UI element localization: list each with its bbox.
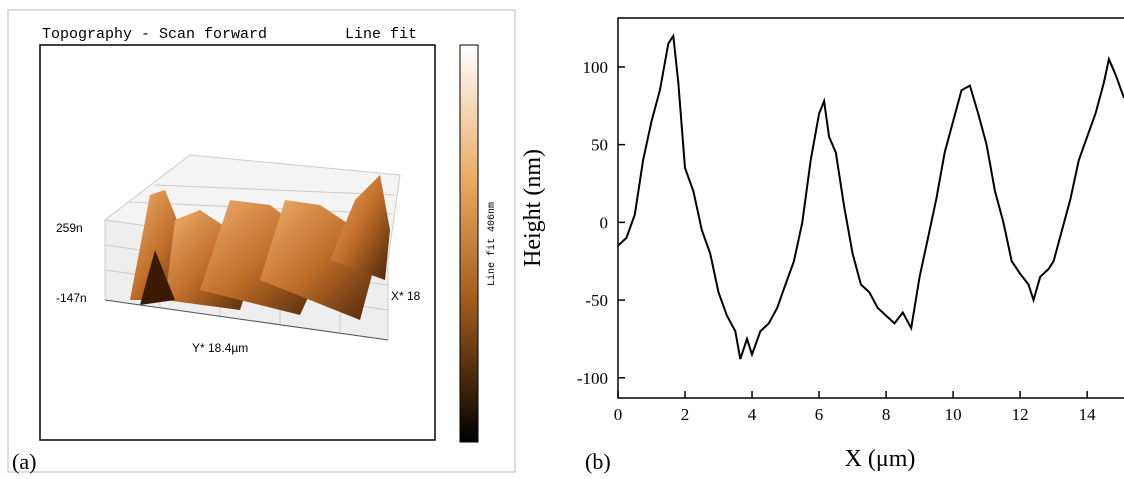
- panel-a: Topography - Scan forward Line fit 259n …: [7, 9, 516, 474]
- data-line: [618, 32, 1124, 360]
- x-tick-label: 12: [1012, 405, 1029, 424]
- panel-b: Height (nm) X (μm) (b) -100 -50 0 50 100 0 2 4 6…: [520, 17, 1124, 474]
- y-size-label: Y* 18.4µm: [192, 341, 248, 355]
- panel-label: (a): [12, 449, 36, 474]
- colorbar-label: Line fit 406nm: [486, 202, 498, 286]
- base-edge: [104, 299, 389, 341]
- x-tick-label: 0: [614, 405, 623, 424]
- x-axis-label: X (μm): [845, 446, 916, 472]
- y-axis-label: Height (nm): [520, 149, 546, 267]
- y-tick-label: 100: [583, 58, 609, 77]
- y-tick-label: -100: [577, 369, 608, 388]
- surface: [130, 175, 390, 320]
- z-max-label: 259n: [56, 221, 83, 235]
- x-size-label: X* 18: [391, 289, 421, 303]
- x-tick-label: 8: [882, 405, 891, 424]
- y-tick-label: -50: [585, 291, 608, 310]
- x-tick-label: 2: [681, 405, 690, 424]
- x-tick-label: 6: [815, 405, 824, 424]
- panel-label: (b): [585, 449, 611, 474]
- image-title: Topography - Scan forward: [42, 26, 267, 43]
- image-mode: Line fit: [345, 26, 417, 43]
- x-tick-label: 14: [1079, 405, 1097, 424]
- y-tick-label: 0: [600, 213, 609, 232]
- x-tick-label: 4: [748, 405, 757, 424]
- y-tick-label: 50: [591, 136, 608, 155]
- x-tick-label: 10: [945, 405, 962, 424]
- z-min-label: -147n: [56, 291, 87, 305]
- colorbar: [459, 44, 479, 443]
- plot-frame: [617, 17, 1124, 399]
